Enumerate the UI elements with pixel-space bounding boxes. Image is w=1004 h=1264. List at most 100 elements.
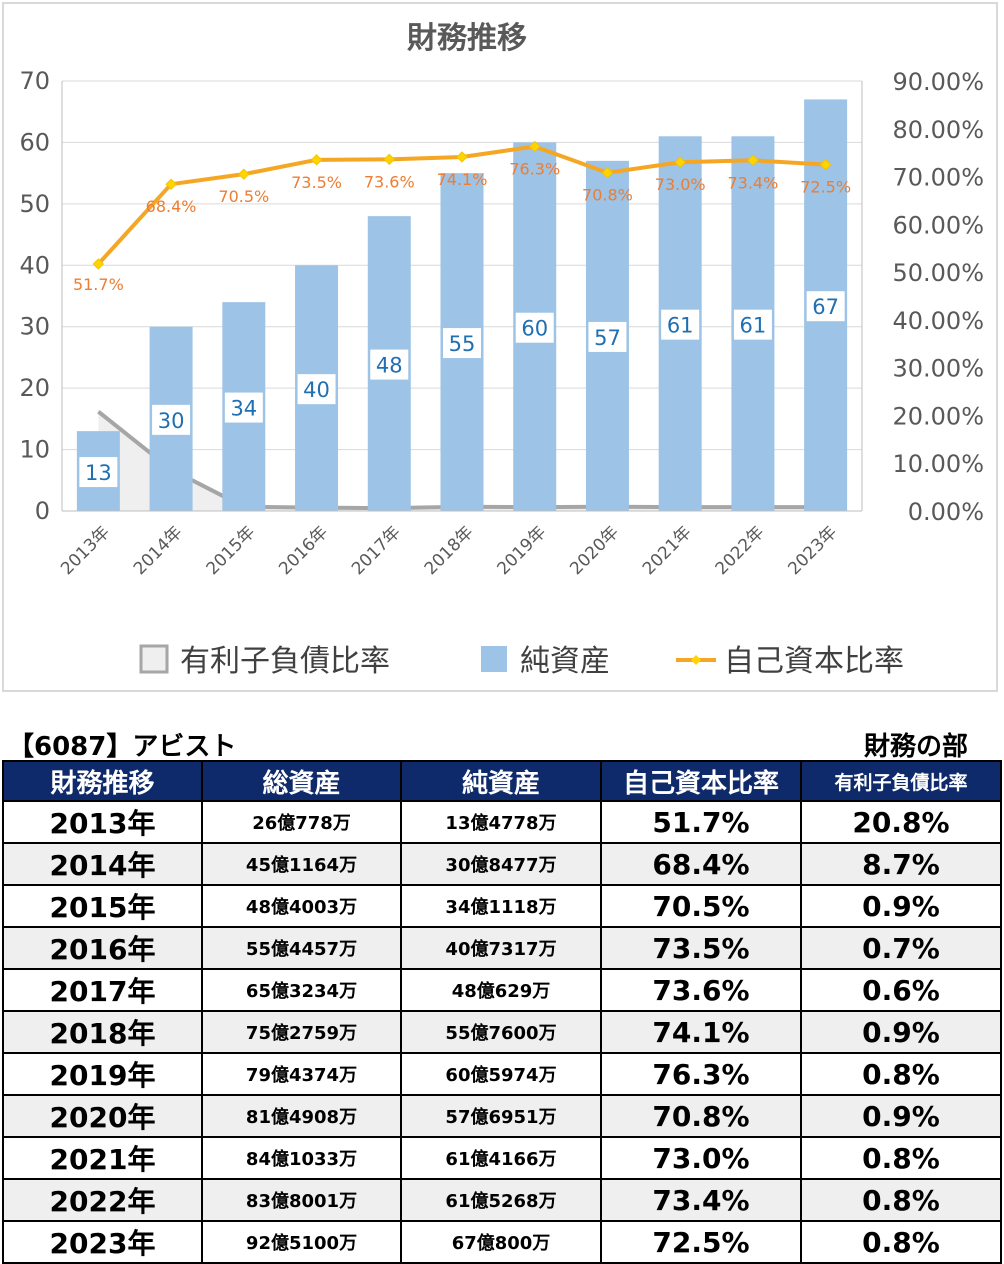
x-tick-label: 2021年 [639, 522, 696, 579]
bar-value-label: 57 [594, 326, 621, 350]
y2-tick-label: 60.00% [892, 211, 984, 239]
bar-value-label: 13 [85, 461, 112, 485]
line-value-label: 68.4% [146, 197, 197, 216]
debt-ratio-cell: 0.9% [800, 1094, 1002, 1138]
year-cell: 2014年 [2, 842, 203, 886]
table-row: 2014年 45億1164万 30億8477万 68.4% 8.7% [2, 842, 1002, 886]
debt-ratio-cell: 0.8% [800, 1052, 1002, 1096]
year-cell: 2021年 [2, 1136, 203, 1180]
bar-value-label: 61 [667, 314, 694, 338]
year-cell: 2020年 [2, 1094, 203, 1138]
bar-label-bg [224, 392, 263, 423]
line-value-label: 70.5% [218, 187, 269, 206]
line-value-label: 70.8% [582, 186, 633, 205]
equity-ratio-marker [165, 178, 177, 190]
bar-label-bg [297, 374, 336, 405]
debt-ratio-cell: 0.9% [800, 884, 1002, 928]
equity-ratio-cell: 73.4% [600, 1178, 802, 1222]
net-assets-cell: 61億4166万 [400, 1136, 602, 1180]
header-cell: 純資産 [400, 760, 602, 802]
total-assets-cell: 75億2759万 [201, 1010, 402, 1054]
bar-value-label: 40 [303, 378, 330, 402]
y2-tick-label: 30.00% [892, 355, 984, 383]
line-value-label: 73.6% [364, 172, 415, 191]
y-tick-label: 0 [35, 497, 50, 525]
equity-ratio-marker [674, 156, 686, 168]
net-assets-cell: 67億800万 [400, 1220, 602, 1264]
header-cell: 総資産 [201, 760, 402, 802]
y-tick-label: 10 [19, 436, 50, 464]
line-value-label: 74.1% [437, 170, 488, 189]
equity-ratio-cell: 73.5% [600, 926, 802, 970]
table-row: 2016年 55億4457万 40億7317万 73.5% 0.7% [2, 926, 1002, 970]
total-assets-cell: 92億5100万 [201, 1220, 402, 1264]
y2-tick-label: 10.00% [892, 450, 984, 478]
equity-ratio-cell: 74.1% [600, 1010, 802, 1054]
x-tick-label: 2013年 [57, 522, 114, 579]
x-tick-label: 2018年 [421, 522, 478, 579]
y-tick-label: 20 [19, 374, 50, 402]
table-row: 2015年 48億4003万 34億1118万 70.5% 0.9% [2, 884, 1002, 928]
table-row: 2013年 26億778万 13億4778万 51.7% 20.8% [2, 800, 1002, 844]
net-assets-cell: 30億8477万 [400, 842, 602, 886]
line-value-label: 73.0% [655, 175, 706, 194]
equity-ratio-cell: 70.5% [600, 884, 802, 928]
x-tick-label: 2022年 [712, 522, 769, 579]
equity-ratio-cell: 73.6% [600, 968, 802, 1012]
net-assets-cell: 13億4778万 [400, 800, 602, 844]
legend-equity-marker [691, 655, 701, 665]
equity-ratio-marker [238, 168, 250, 180]
equity-ratio-marker [383, 153, 395, 166]
y-tick-label: 50 [19, 190, 50, 218]
y2-tick-label: 40.00% [892, 307, 984, 335]
year-cell: 2016年 [2, 926, 203, 970]
debt-ratio-cell: 0.8% [800, 1178, 1002, 1222]
equity-ratio-cell: 70.8% [600, 1094, 802, 1138]
line-value-label: 51.7% [73, 275, 124, 294]
y-tick-label: 30 [19, 313, 50, 341]
legend-debt-label: 有利子負債比率 [180, 644, 390, 679]
table-row: 2019年 79億4374万 60億5974万 76.3% 0.8% [2, 1052, 1002, 1096]
y-tick-label: 60 [19, 128, 50, 156]
chart-frame: 財務推移 0 10 20 30 40 50 60 70 0.00% 10.00% 20.00% 30.0… [2, 2, 998, 692]
year-cell: 2013年 [2, 800, 203, 844]
bar-value-label: 55 [449, 332, 476, 356]
equity-ratio-marker [819, 158, 832, 171]
y-tick-label: 40 [19, 251, 50, 279]
chart-title: 財務推移 [407, 21, 527, 56]
equity-ratio-cell: 68.4% [600, 842, 802, 886]
debt-ratio-cell: 0.7% [800, 926, 1002, 970]
equity-ratio-marker [456, 151, 468, 163]
total-assets-cell: 81億4908万 [201, 1094, 402, 1138]
total-assets-cell: 79億4374万 [201, 1052, 402, 1096]
bar-value-label: 60 [521, 317, 548, 341]
header-cell: 自己資本比率 [600, 760, 802, 802]
legend-net-assets-label: 純資産 [520, 644, 610, 679]
year-cell: 2018年 [2, 1010, 203, 1054]
equity-ratio-marker [747, 154, 759, 167]
table-header-row: 財務推移 総資産 純資産 自己資本比率 有利子負債比率 [2, 760, 1002, 802]
equity-ratio-cell: 72.5% [600, 1220, 802, 1264]
table-row: 2021年 84億1033万 61億4166万 73.0% 0.8% [2, 1136, 1002, 1180]
x-tick-label: 2020年 [566, 522, 623, 579]
x-tick-label: 2016年 [275, 522, 332, 579]
bar-label-bg [152, 404, 191, 435]
bar-label-bg [443, 328, 481, 359]
table-row: 2018年 75億2759万 55億7600万 74.1% 0.9% [2, 1010, 1002, 1054]
bar-label-bg [806, 291, 845, 322]
bar-value-label: 67 [812, 295, 839, 319]
bar-label-bg [733, 309, 772, 340]
y2-tick-label: 70.00% [892, 164, 984, 192]
debt-ratio-cell: 8.7% [800, 842, 1002, 886]
line-value-label: 73.5% [291, 173, 342, 192]
bar-value-label: 48 [376, 354, 403, 378]
bar-label-bg [79, 457, 118, 488]
x-tick-label: 2023年 [784, 522, 841, 579]
debt-ratio-cell: 20.8% [800, 800, 1002, 844]
net-assets-cell: 40億7317万 [400, 926, 602, 970]
bar-label-bg [370, 349, 409, 380]
year-cell: 2017年 [2, 968, 203, 1012]
net-assets-cell: 34億1118万 [400, 884, 602, 928]
x-tick-label: 2017年 [348, 522, 405, 579]
year-cell: 2023年 [2, 1220, 203, 1264]
